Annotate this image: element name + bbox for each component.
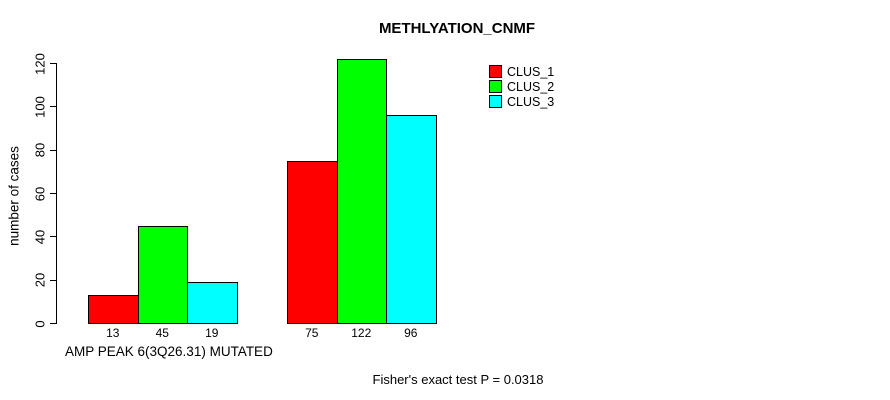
y-tick-label: 100 xyxy=(32,95,48,118)
y-tick-mark xyxy=(50,323,56,324)
legend-row-clus_2: CLUS_2 xyxy=(489,79,554,94)
bar-value-label: 122 xyxy=(351,326,372,340)
bar-value-label: 75 xyxy=(305,326,319,340)
y-tick-mark xyxy=(50,236,56,238)
bar-clus_1-group2 xyxy=(287,160,338,324)
legend-swatch-icon xyxy=(489,80,502,93)
bar-clus_2-group1 xyxy=(137,225,188,324)
y-tick-label: 120 xyxy=(32,52,48,75)
y-tick-mark xyxy=(50,106,56,108)
bar-value-label: 13 xyxy=(106,326,120,340)
y-tick-label: 80 xyxy=(32,142,48,158)
x-axis-label: AMP PEAK 6(3Q26.31) MUTATED xyxy=(65,344,273,359)
legend-label: CLUS_1 xyxy=(507,64,555,79)
y-tick-label: 40 xyxy=(32,229,48,245)
y-tick-label: 0 xyxy=(32,319,48,328)
bar-value-label: 19 xyxy=(205,326,219,340)
y-axis-label: number of cases xyxy=(6,146,22,246)
legend: CLUS_1 CLUS_2 CLUS_3 xyxy=(489,64,554,109)
y-tick-mark xyxy=(50,279,56,281)
bar-value-label: 45 xyxy=(155,326,169,340)
y-axis-line xyxy=(56,63,57,324)
bar-value-label: 96 xyxy=(404,326,418,340)
legend-label: CLUS_2 xyxy=(507,79,555,94)
legend-swatch-icon xyxy=(489,65,502,78)
chart-title: METHLYATION_CNMF xyxy=(378,20,536,37)
bar-clus_2-group2 xyxy=(336,58,387,324)
bar-clus_3-group2 xyxy=(386,115,437,324)
legend-swatch-icon xyxy=(489,95,502,108)
legend-row-clus_1: CLUS_1 xyxy=(489,64,554,79)
annotation-fisher-test: Fisher's exact test P = 0.0318 xyxy=(372,372,544,387)
legend-row-clus_3: CLUS_3 xyxy=(489,94,554,109)
bar-clus_3-group1 xyxy=(187,281,238,324)
y-tick-mark xyxy=(50,63,56,64)
y-tick-mark xyxy=(50,193,56,194)
bar-clus_1-group1 xyxy=(88,294,139,324)
legend-label: CLUS_3 xyxy=(507,94,555,109)
y-tick-label: 20 xyxy=(32,272,48,288)
y-tick-mark xyxy=(50,149,56,151)
y-tick-label: 60 xyxy=(32,186,48,201)
